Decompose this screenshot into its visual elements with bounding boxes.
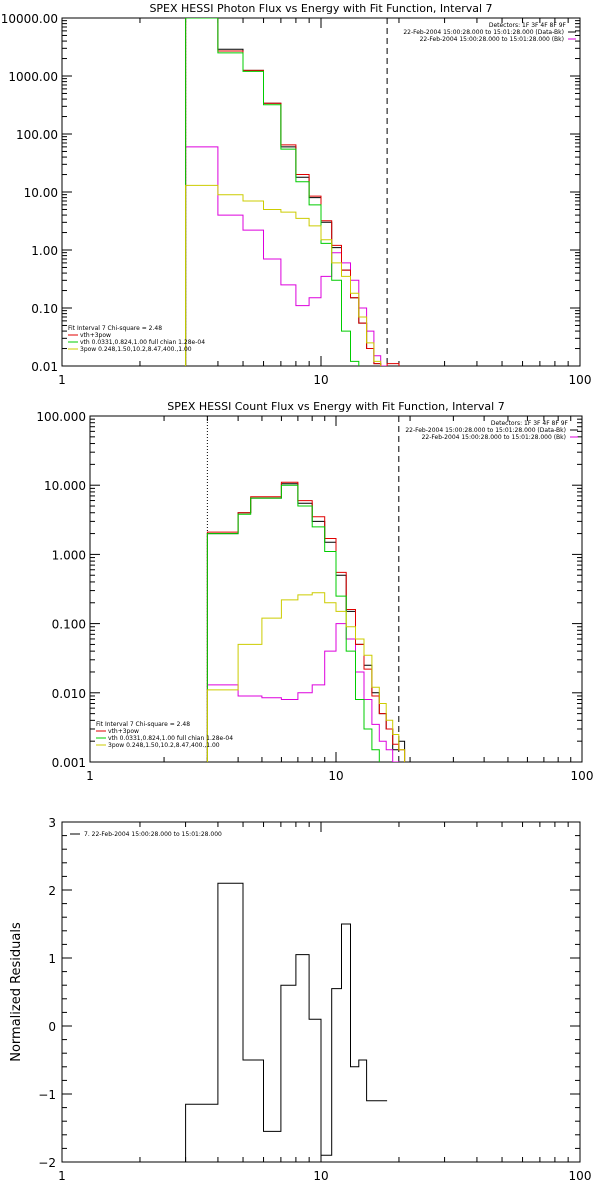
y-tick-label: −1 [38, 1088, 56, 1102]
x-tick-label: 10 [313, 1169, 328, 1183]
y-tick-label: 10000.00 [1, 12, 58, 26]
legend-right-entry: 22-Feb-2004 15:00:28.000 to 15:01:28.000… [403, 29, 564, 36]
series-residuals-line [185, 882, 388, 1162]
y-tick-label: 0.10 [31, 302, 58, 316]
legend-left-entry: Fit Interval 7 Chi-square = 2.48 [68, 325, 162, 332]
y-tick-label: 1.00 [31, 244, 58, 258]
legend-left-entry: vth 0.0331,0.824,1.00 full chian 1.28e-0… [108, 735, 233, 742]
y-tick-label: 2 [48, 884, 56, 898]
y-axis-label: Normalized Residuals [9, 922, 24, 1062]
x-tick-label: 10 [328, 769, 343, 783]
series-vth-line [185, 18, 360, 366]
legend-left-entry: 3pow 0.248,1.50,10.2,8.47,400.,1.00 [108, 742, 220, 749]
legend-left-entry: vth 0.0331,0.824,1.00 full chian 1.28e-0… [80, 339, 205, 346]
legend-right-entry: 22-Feb-2004 15:00:28.000 to 15:01:28.000… [405, 427, 566, 434]
x-tick-label: 1 [58, 1169, 66, 1183]
chart-title: SPEX HESSI Count Flux vs Energy with Fit… [167, 400, 504, 413]
series-3pow-line [185, 184, 382, 366]
y-tick-label: 10.00 [24, 186, 58, 200]
series-layer [185, 882, 388, 1162]
y-tick-label: 1.000 [52, 548, 86, 562]
x-tick-label: 10 [313, 373, 328, 387]
legend-left-entry: 3pow 0.248,1.50,10.2,8.47,400.,1.00 [80, 346, 192, 353]
legend-left-entry: vth+3pow [108, 728, 139, 735]
chart-panel-2: SPEX HESSI Count Flux vs Energy with Fit… [36, 400, 593, 783]
legend-entry: 7. 22-Feb-2004 15:00:28.000 to 15:01:28.… [84, 831, 222, 838]
y-tick-label: 0 [48, 1020, 56, 1034]
y-tick-label: 1 [48, 952, 56, 966]
legend-right-entry: Detectors: 1F 3F 4F 8F 9F [491, 420, 569, 427]
legend-right-entry: 22-Feb-2004 15:00:28.000 to 15:01:28.000… [420, 36, 564, 43]
y-tick-label: 0.001 [52, 756, 86, 770]
chart-panel-3: 1 10 100 −2 −1 0 1 2 3 Normalized Residuals 7. 22-… [9, 816, 591, 1183]
x-tick-label: 100 [569, 373, 592, 387]
legend-right-entry: 22-Feb-2004 15:00:28.000 to 15:01:28.000… [422, 434, 566, 441]
x-tick-label: 1 [58, 373, 66, 387]
plot-frame [61, 17, 581, 367]
chart-title: SPEX HESSI Photon Flux vs Energy with Fi… [149, 2, 492, 15]
y-tick-label: 1000.00 [8, 70, 58, 84]
y-tick-label: 10.000 [44, 479, 86, 493]
y-tick-label: 100.000 [36, 410, 86, 424]
series-layer [206, 481, 406, 762]
chart-panel-1: SPEX HESSI Photon Flux vs Energy with Fi… [1, 2, 592, 387]
y-tick-label: 0.01 [31, 360, 58, 374]
legend-right-entry: Detectors: 1F 3F 4F 8F 9F [489, 22, 567, 29]
legend-left-entry: Fit Interval 7 Chi-square = 2.48 [96, 721, 190, 728]
series-layer [185, 18, 400, 366]
y-tick-label: 3 [48, 816, 56, 830]
x-tick-label: 100 [569, 1169, 592, 1183]
legend-left-entry: vth+3pow [80, 332, 111, 339]
series-vth-line [206, 484, 380, 762]
series-3pow-line [206, 592, 406, 762]
x-tick-label: 100 [571, 769, 594, 783]
y-tick-label: 0.100 [52, 618, 86, 632]
series-vth-3pow-line [206, 481, 406, 762]
x-tick-label: 1 [86, 769, 94, 783]
y-tick-label: −2 [38, 1156, 56, 1170]
y-tick-label: 0.010 [52, 687, 86, 701]
y-tick-label: 100.00 [16, 128, 58, 142]
